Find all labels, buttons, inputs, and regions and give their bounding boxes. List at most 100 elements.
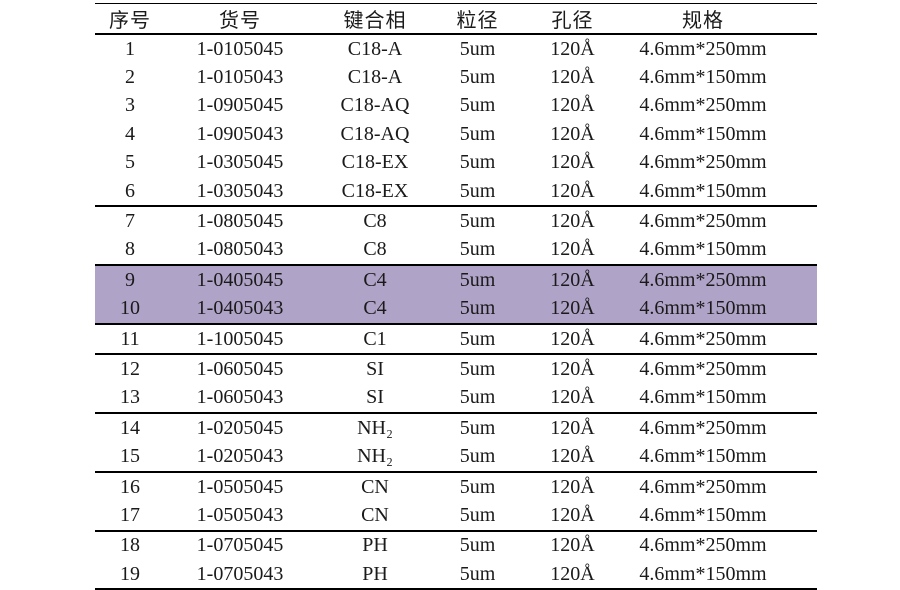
cell-item-number: 1-0405045 (165, 265, 315, 295)
cell-pore-size: 120Å (550, 475, 595, 498)
cell-specification: 4.6mm*150mm (639, 122, 767, 145)
table-row: 12 1-0605045 SI 5um 120Å 4.6mm*250mm (95, 354, 817, 383)
header-row: 序号 货号 键合相 粒径 孔径 规格 (95, 3, 817, 35)
cell-particle-size: 5um (435, 235, 520, 267)
column-header-bonded-phase: 键合相 (315, 3, 435, 35)
cell-bonded-phase: C4 (315, 265, 435, 295)
cell-item-number: 1-0605043 (165, 383, 315, 415)
table-row: 2 1-0105043 C18-A 5um 120Å 4.6mm*150mm (95, 63, 817, 91)
cell-specification: 4.6mm*250mm (639, 210, 767, 233)
cell-specification: 4.6mm*250mm (625, 265, 817, 295)
table-row: 11 1-1005045 C1 5um 120Å 4.6mm*250mm (95, 323, 817, 356)
table-row: 18 1-0705045 PH 5um 120Å 4.6mm*250mm (95, 531, 817, 560)
table-row: 7 1-0805045 C8 5um 120Å 4.6mm*250mm (95, 206, 817, 235)
cell-particle-size: 5um (459, 122, 496, 145)
cell-specification: 4.6mm*150mm (625, 442, 817, 473)
cell-index: 4 (125, 122, 135, 145)
table-body: 1 1-0105045 C18-A 5um 120Å 4.6mm*250mm 2… (95, 34, 817, 589)
column-header-particle-size: 粒径 (435, 3, 520, 35)
column-header-index: 序号 (95, 3, 165, 35)
cell-specification: 4.6mm*150mm (625, 294, 817, 325)
cell-item-number: 1-0705043 (196, 562, 284, 585)
table-row: 5 1-0305045 C18-EX 5um 120Å 4.6mm*250mm (95, 149, 817, 177)
cell-index: 8 (95, 235, 165, 267)
cell-index: 6 (95, 176, 165, 208)
cell-particle-size: 5um (459, 416, 496, 439)
cell-specification: 4.6mm*250mm (639, 534, 767, 557)
table-row: 17 1-0505043 CN 5um 120Å 4.6mm*150mm (95, 501, 817, 532)
cell-bonded-phase: C18-EX (341, 151, 409, 174)
cell-particle-size: 5um (459, 37, 496, 60)
cell-particle-size: 5um (459, 210, 496, 233)
table-row: 1 1-0105045 C18-A 5um 120Å 4.6mm*250mm (95, 34, 817, 63)
cell-specification: 4.6mm*150mm (625, 176, 817, 208)
cell-specification: 4.6mm*150mm (625, 383, 817, 415)
cell-item-number: 1-0105043 (196, 66, 284, 89)
cell-specification: 4.6mm*150mm (639, 562, 767, 585)
table-row: 16 1-0505045 CN 5um 120Å 4.6mm*250mm (95, 472, 817, 501)
cell-bonded-phase: C18-AQ (340, 94, 410, 117)
cell-particle-size: 5um (435, 294, 520, 325)
cell-pore-size: 120Å (520, 323, 625, 356)
cell-pore-size: 120Å (550, 94, 595, 117)
cell-index: 1 (125, 37, 135, 60)
cell-pore-size: 120Å (520, 235, 625, 267)
cell-bonded-phase: C18-A (347, 66, 403, 89)
cell-bonded-phase: C8 (363, 210, 387, 233)
cell-item-number: 1-0205043 (165, 442, 315, 473)
cell-pore-size: 120Å (550, 37, 595, 60)
cell-item-number: 1-0305045 (196, 151, 284, 174)
cell-item-number: 1-0105045 (196, 37, 284, 60)
cell-bonded-phase: C4 (315, 294, 435, 325)
cell-item-number: 1-0405043 (165, 294, 315, 325)
cell-index: 12 (120, 357, 140, 380)
cell-item-number: 1-0905045 (196, 94, 284, 117)
cell-item-number: 1-0905043 (196, 122, 284, 145)
column-header-item-number: 货号 (165, 3, 315, 35)
cell-pore-size: 120Å (520, 265, 625, 295)
cell-item-number: 1-0505043 (165, 501, 315, 532)
cell-bonded-phase: PH (362, 562, 388, 585)
cell-particle-size: 5um (435, 176, 520, 208)
cell-pore-size: 120Å (550, 416, 595, 439)
table-row: 15 1-0205043 NH₂ 5um 120Å 4.6mm*150mm (95, 442, 817, 473)
table-row: 14 1-0205045 NH₂ 5um 120Å 4.6mm*250mm (95, 413, 817, 442)
cell-particle-size: 5um (435, 442, 520, 473)
cell-pore-size: 120Å (520, 294, 625, 325)
cell-particle-size: 5um (459, 94, 496, 117)
cell-item-number: 1-1005045 (165, 323, 315, 356)
cell-pore-size: 120Å (520, 383, 625, 415)
cell-pore-size: 120Å (550, 151, 595, 174)
cell-bonded-phase: NH₂ (315, 442, 435, 473)
cell-bonded-phase: C18-AQ (340, 122, 410, 145)
cell-specification: 4.6mm*250mm (625, 323, 817, 356)
cell-specification: 4.6mm*250mm (639, 357, 767, 380)
cell-index: 15 (95, 442, 165, 473)
cell-pore-size: 120Å (550, 562, 595, 585)
cell-particle-size: 5um (459, 562, 496, 585)
cell-index: 16 (120, 475, 140, 498)
cell-bonded-phase: SI (366, 357, 384, 380)
cell-specification: 4.6mm*150mm (639, 66, 767, 89)
cell-index: 3 (125, 94, 135, 117)
cell-specification: 4.6mm*150mm (625, 501, 817, 532)
cell-bonded-phase: CN (315, 501, 435, 532)
cell-pore-size: 120Å (550, 357, 595, 380)
cell-index: 13 (95, 383, 165, 415)
cell-index: 2 (125, 66, 135, 89)
table-row: 10 1-0405043 C4 5um 120Å 4.6mm*150mm (95, 294, 817, 325)
cell-specification: 4.6mm*250mm (639, 416, 767, 439)
cell-item-number: 1-0605045 (196, 357, 284, 380)
cell-particle-size: 5um (459, 475, 496, 498)
cell-particle-size: 5um (435, 383, 520, 415)
cell-bonded-phase: C1 (315, 323, 435, 356)
cell-item-number: 1-0805043 (165, 235, 315, 267)
cell-index: 14 (120, 416, 140, 439)
cell-item-number: 1-0805045 (196, 210, 284, 233)
cell-particle-size: 5um (459, 534, 496, 557)
cell-particle-size: 5um (459, 66, 496, 89)
table-row: 6 1-0305043 C18-EX 5um 120Å 4.6mm*150mm (95, 176, 817, 208)
cell-index: 10 (95, 294, 165, 325)
cell-pore-size: 120Å (520, 501, 625, 532)
